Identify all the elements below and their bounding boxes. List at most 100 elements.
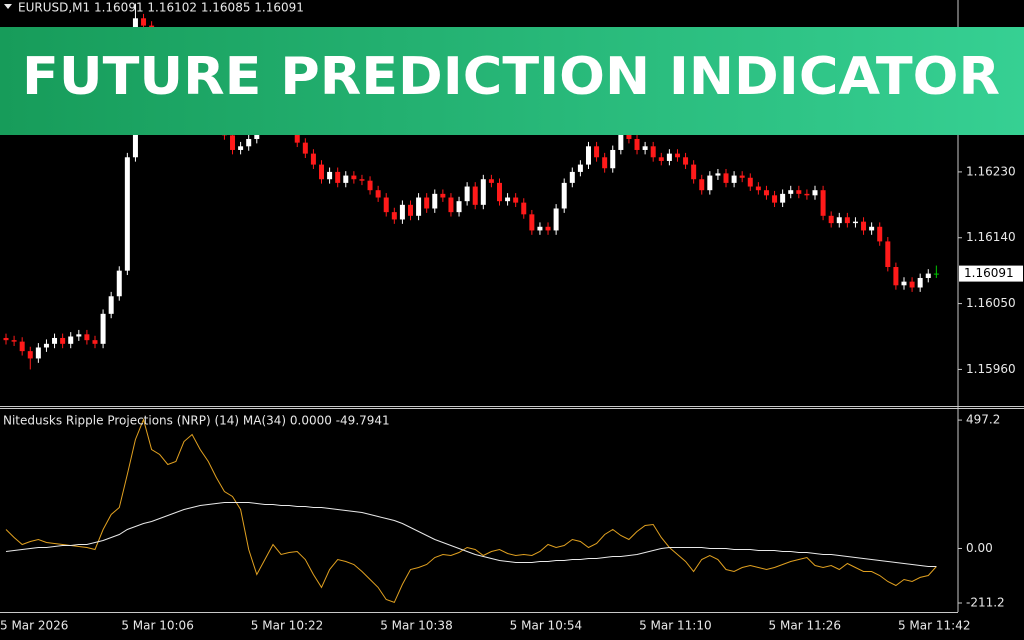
candle-body	[893, 267, 899, 286]
indicator-header: Nitedusks Ripple Projections (NRP) (14) …	[3, 414, 390, 428]
candle-body	[642, 146, 648, 150]
x-tick-label: 5 Mar 2026	[0, 619, 68, 633]
candle-body	[925, 273, 931, 278]
y-tick-label: 1.16140	[966, 230, 1016, 244]
x-tick-label: 5 Mar 10:54	[510, 619, 583, 633]
candle-body	[521, 202, 527, 215]
candle-body	[780, 193, 786, 203]
candle-body	[84, 334, 90, 341]
candle-body	[666, 153, 672, 161]
candle-body	[60, 337, 66, 344]
candle-body	[683, 157, 689, 165]
current-price-label: 1.16091	[964, 266, 1014, 280]
candle-body	[513, 197, 519, 203]
candle-body	[238, 146, 244, 150]
candle-body	[577, 164, 583, 172]
candle-body	[739, 175, 745, 178]
candle-body	[100, 313, 106, 344]
candle-body	[408, 204, 413, 216]
candle-body	[335, 171, 341, 183]
candle-body	[812, 190, 818, 196]
candle-body	[772, 195, 778, 203]
candle-body	[310, 153, 316, 165]
banner	[0, 27, 1024, 135]
candle-body	[569, 171, 575, 183]
candle-body	[901, 281, 907, 286]
candle-body	[367, 180, 373, 191]
candle-body	[634, 138, 640, 150]
candle-body	[877, 226, 883, 242]
candle-body	[852, 221, 858, 224]
candle-body	[796, 190, 802, 194]
candle-body	[319, 164, 325, 180]
menu-arrow[interactable]	[4, 4, 12, 9]
candle-body	[699, 179, 705, 191]
x-tick-label: 5 Mar 11:26	[769, 619, 842, 633]
candle-body	[674, 153, 680, 158]
x-tick-label: 5 Mar 11:42	[898, 619, 971, 633]
candle-body	[933, 273, 939, 275]
candle-body	[76, 334, 82, 337]
candle-body	[610, 149, 616, 169]
candle-body	[456, 201, 462, 213]
candle-body	[424, 197, 430, 209]
candle-body	[561, 182, 567, 209]
candle-body	[505, 197, 511, 202]
candle-body	[464, 186, 470, 202]
candle-body	[230, 135, 236, 150]
y-tick-label: 497.2	[966, 413, 1000, 427]
candle-body	[804, 193, 810, 196]
candle-body	[755, 186, 761, 191]
candle-body	[836, 217, 842, 224]
candle-body	[844, 217, 850, 224]
candle-body	[246, 138, 252, 147]
y-tick-label: 0.00	[966, 541, 993, 555]
x-tick-label: 5 Mar 11:10	[639, 619, 712, 633]
candle-body	[375, 190, 381, 198]
y-tick-label: 1.16050	[966, 296, 1016, 310]
y-tick-label: -211.2	[966, 596, 1005, 610]
candle-body	[19, 341, 25, 352]
y-tick-label: 1.15960	[966, 362, 1016, 376]
candle-body	[141, 18, 147, 26]
candle-body	[715, 173, 721, 176]
candle-body	[626, 131, 632, 139]
candle-body	[885, 241, 891, 268]
candle-body	[869, 226, 875, 231]
candle-body	[820, 190, 826, 216]
banner-title: FUTURE PREDICTION INDICATOR	[22, 47, 1000, 107]
x-tick-label: 5 Mar 10:22	[251, 619, 323, 633]
candle-body	[488, 179, 494, 183]
candle-body	[650, 146, 656, 158]
candle-body	[351, 175, 357, 180]
candle-body	[116, 270, 122, 297]
candle-body	[124, 157, 130, 271]
candle-body	[43, 343, 49, 348]
y-tick-label: 1.16230	[966, 164, 1016, 178]
chart-header: EURUSD,M1 1.16091 1.16102 1.16085 1.1609…	[18, 1, 304, 15]
candle-body	[747, 177, 753, 187]
candle-body	[707, 175, 713, 191]
candle-body	[594, 146, 600, 158]
candle-body	[602, 157, 608, 169]
candle-body	[383, 197, 389, 213]
candle-body	[399, 204, 405, 220]
candle-body	[691, 164, 697, 180]
candle-body	[35, 347, 41, 359]
candle-body	[432, 193, 438, 209]
candle-body	[723, 173, 729, 183]
candle-body	[537, 226, 543, 231]
candle-body	[52, 337, 58, 344]
candle-body	[3, 337, 9, 341]
candle-body	[553, 208, 559, 231]
indicator-line	[5, 502, 937, 567]
candle-body	[27, 351, 33, 359]
candle-body	[11, 340, 17, 342]
candle-body	[391, 212, 397, 220]
current-price-box	[959, 265, 1023, 282]
candle-body	[327, 171, 333, 180]
candle-body	[92, 340, 98, 344]
indicator-line	[5, 418, 937, 604]
